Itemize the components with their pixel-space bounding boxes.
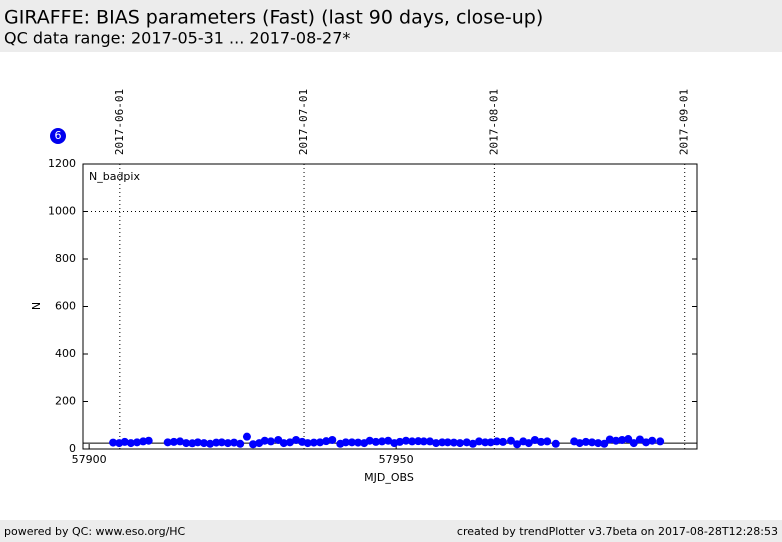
y-tick-label: 1200 bbox=[48, 157, 76, 170]
y-tick-label: 800 bbox=[55, 252, 76, 265]
data-point bbox=[249, 440, 258, 449]
data-point bbox=[401, 436, 410, 445]
x2-tick-label: 2017-07-01 bbox=[297, 89, 310, 155]
x-tick-label: 57950 bbox=[379, 453, 414, 466]
x-axis-label: MJD_OBS bbox=[364, 471, 414, 484]
data-point bbox=[432, 439, 441, 448]
chart-title: GIRAFFE: BIAS parameters (Fast) (last 90… bbox=[4, 7, 543, 29]
badge-circle bbox=[50, 128, 66, 144]
data-point bbox=[605, 435, 614, 444]
data-point bbox=[182, 439, 191, 448]
data-point bbox=[581, 437, 590, 446]
footer-left: powered by QC: www.eso.org/HC bbox=[4, 525, 186, 538]
y-tick-label: 600 bbox=[55, 300, 76, 313]
data-point bbox=[144, 436, 153, 445]
y-tick-label: 0 bbox=[69, 442, 76, 455]
data-point bbox=[292, 435, 301, 444]
data-point bbox=[481, 438, 490, 447]
y-tick-label: 400 bbox=[55, 347, 76, 360]
data-point bbox=[316, 438, 325, 447]
data-point bbox=[524, 439, 533, 448]
panel-label: N_badpix bbox=[89, 170, 140, 183]
data-point bbox=[341, 438, 350, 447]
data-point bbox=[176, 437, 185, 446]
data-point bbox=[551, 439, 560, 448]
y-tick-label: 200 bbox=[55, 395, 76, 408]
data-point bbox=[443, 438, 452, 447]
data-point bbox=[371, 437, 380, 446]
data-point bbox=[408, 437, 417, 446]
data-point bbox=[419, 437, 428, 446]
data-point bbox=[109, 438, 118, 447]
data-point bbox=[618, 435, 627, 444]
data-point bbox=[120, 437, 129, 446]
data-point bbox=[354, 438, 363, 447]
data-point bbox=[425, 437, 434, 446]
data-point bbox=[642, 438, 651, 447]
data-point bbox=[163, 438, 172, 447]
data-point bbox=[498, 437, 507, 446]
data-point bbox=[279, 439, 288, 448]
data-point bbox=[384, 436, 393, 445]
data-point bbox=[193, 438, 202, 447]
data-point bbox=[624, 435, 633, 444]
data-point bbox=[126, 439, 135, 448]
data-point bbox=[594, 439, 603, 448]
header-band bbox=[0, 0, 782, 52]
data-point bbox=[347, 438, 356, 447]
data-point bbox=[365, 436, 374, 445]
x2-tick-label: 2017-09-01 bbox=[678, 89, 691, 155]
data-point bbox=[242, 432, 251, 441]
data-point bbox=[588, 438, 597, 447]
data-point bbox=[537, 437, 546, 446]
data-point bbox=[600, 439, 609, 448]
x2-tick-label: 2017-06-01 bbox=[113, 89, 126, 155]
data-point bbox=[492, 437, 501, 446]
data-point bbox=[462, 438, 471, 447]
data-point bbox=[438, 438, 447, 447]
data-point bbox=[285, 438, 294, 447]
data-point bbox=[266, 437, 275, 446]
data-point bbox=[260, 436, 269, 445]
data-point bbox=[648, 436, 657, 445]
data-point bbox=[575, 439, 584, 448]
y-tick-label: 1000 bbox=[48, 205, 76, 218]
plot-frame bbox=[82, 163, 698, 450]
data-point bbox=[513, 440, 522, 449]
footer-band bbox=[0, 520, 782, 542]
data-point bbox=[223, 439, 232, 448]
badge: 6 bbox=[55, 129, 62, 142]
data-point bbox=[486, 438, 495, 447]
data-point bbox=[206, 439, 215, 448]
data-point bbox=[395, 437, 404, 446]
data-point bbox=[309, 438, 318, 447]
data-point bbox=[635, 435, 644, 444]
data-point bbox=[230, 438, 239, 447]
footer-right: created by trendPlotter v3.7beta on 2017… bbox=[457, 525, 778, 538]
y-axis-label: N bbox=[30, 302, 43, 310]
chart-subtitle: QC data range: 2017-05-31 ... 2017-08-27… bbox=[4, 29, 350, 48]
data-point bbox=[629, 439, 638, 448]
x2-tick-label: 2017-08-01 bbox=[487, 89, 500, 155]
data-point bbox=[455, 439, 464, 448]
data-point bbox=[656, 437, 665, 446]
data-point bbox=[217, 438, 226, 447]
data-point bbox=[199, 439, 208, 448]
data-point bbox=[133, 438, 142, 447]
data-point bbox=[322, 437, 331, 446]
data-point bbox=[475, 437, 484, 446]
data-point bbox=[506, 436, 515, 445]
data-point bbox=[468, 439, 477, 448]
data-point bbox=[328, 435, 337, 444]
data-point bbox=[543, 437, 552, 446]
data-point bbox=[530, 435, 539, 444]
data-point bbox=[611, 436, 620, 445]
data-point bbox=[236, 439, 245, 448]
data-point bbox=[303, 439, 312, 448]
x-tick-label: 57900 bbox=[72, 453, 107, 466]
data-point bbox=[169, 437, 178, 446]
data-point bbox=[378, 437, 387, 446]
data-point bbox=[449, 438, 458, 447]
